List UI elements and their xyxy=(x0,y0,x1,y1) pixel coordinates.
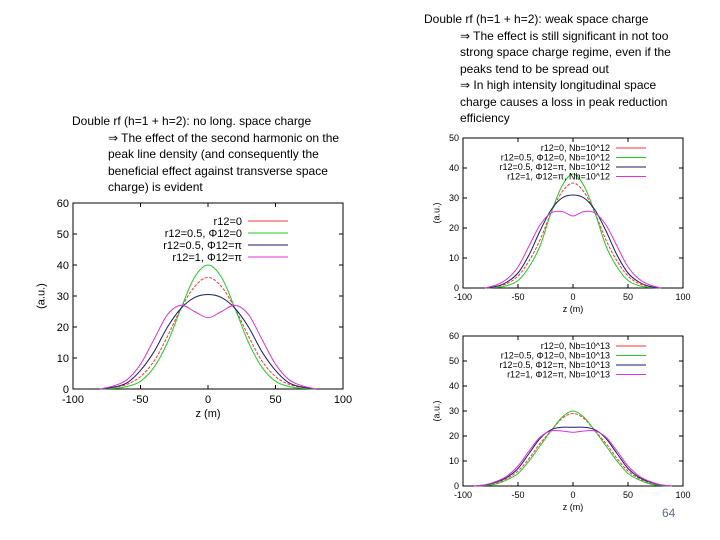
series-line xyxy=(484,182,662,289)
left-bullet: ⇒ The effect of the second harmonic on t… xyxy=(108,130,340,195)
x-tick-label: 0 xyxy=(570,490,575,500)
x-tick-label: 100 xyxy=(334,394,352,406)
x-tick-label: -100 xyxy=(454,292,472,302)
right-text-block: Double rf (h=1 + h=2): weak space charge… xyxy=(424,11,694,127)
chart-right-bottom-high-intensity: 0 10 20 30 40 50 60 -100 -50 0 50 100 z (m) (a.u.) r12… xyxy=(432,331,691,512)
y-tick-label: 20 xyxy=(449,431,459,441)
y-tick-label: 0 xyxy=(454,283,459,293)
y-tick-label: 10 xyxy=(57,353,69,365)
y-tick-label: 60 xyxy=(449,331,459,341)
series-line xyxy=(473,410,673,487)
series-line xyxy=(99,264,317,390)
x-tick-label: 50 xyxy=(623,292,633,302)
legend-label: r12=1, Φ12=π xyxy=(172,252,242,264)
x-tick-label: 0 xyxy=(570,292,575,302)
legend-label: r12=0.5, Φ12=0 xyxy=(165,228,242,240)
y-tick-label: 0 xyxy=(63,384,69,396)
y-tick-label: 50 xyxy=(449,133,459,143)
x-axis-label: z (m) xyxy=(195,408,220,420)
left-text-block: Double rf (h=1 + h=2): no long. space ch… xyxy=(72,113,362,196)
legend-label: r12=0.5, Φ12=0, Nb=10^12 xyxy=(501,153,610,163)
y-tick-label: 10 xyxy=(449,253,459,263)
x-tick-label: -100 xyxy=(454,490,472,500)
y-tick-label: 30 xyxy=(449,406,459,416)
legend-label: r12=0.5, Φ12=π, Nb=10^13 xyxy=(500,360,610,370)
series-line xyxy=(484,194,662,289)
chart-left-no-space-charge: 0 10 20 30 40 50 60 -100 -50 0 50 100 z (m) (a.u.) r12… xyxy=(35,198,352,420)
y-tick-label: 20 xyxy=(57,322,69,334)
right-bullet-1: ⇒ The effect is still significant in not… xyxy=(460,28,671,76)
legend-label: r12=0 xyxy=(214,216,242,228)
y-axis-label: (a.u.) xyxy=(432,400,442,421)
y-tick-label: 50 xyxy=(449,356,459,366)
legend-label: r12=0, Nb=10^13 xyxy=(541,341,610,351)
x-tick-label: 50 xyxy=(269,394,281,406)
y-tick-label: 60 xyxy=(57,198,69,210)
right-bullet-2: ⇒ In high intensity longitudinal space c… xyxy=(460,78,668,125)
legend-label: r12=0.5, Φ12=0, Nb=10^13 xyxy=(501,351,610,361)
x-tick-label: -50 xyxy=(511,292,524,302)
x-tick-label: -50 xyxy=(133,394,149,406)
x-tick-label: 100 xyxy=(675,490,690,500)
series-line xyxy=(484,173,662,289)
series-line xyxy=(99,293,317,390)
x-axis-label: z (m) xyxy=(563,304,584,314)
chart-right-top-weak-space-charge: 0 10 20 30 40 50 -100 -50 0 50 100 z (m) (a.u.) r12=0… xyxy=(432,133,691,314)
y-tick-label: 50 xyxy=(57,229,69,241)
y-tick-label: 0 xyxy=(454,481,459,491)
x-tick-label: 50 xyxy=(623,490,633,500)
y-axis-label: (a.u.) xyxy=(35,283,47,309)
y-tick-label: 40 xyxy=(449,163,459,173)
y-tick-label: 40 xyxy=(57,260,69,272)
y-tick-label: 30 xyxy=(449,193,459,203)
series-line xyxy=(484,210,662,289)
series-line xyxy=(99,304,317,390)
x-tick-label: 0 xyxy=(205,394,211,406)
x-axis-label: z (m) xyxy=(563,502,584,512)
legend-label: r12=0.5, Φ12=π, Nb=10^12 xyxy=(500,162,610,172)
page-number: 64 xyxy=(662,506,676,520)
x-tick-label: 100 xyxy=(675,292,690,302)
y-tick-label: 10 xyxy=(449,456,459,466)
legend-label: r12=1, Φ12=π, Nb=10^13 xyxy=(507,370,610,380)
y-axis-label: (a.u.) xyxy=(432,202,442,223)
y-tick-label: 20 xyxy=(449,223,459,233)
series-line xyxy=(473,430,673,487)
x-tick-label: -100 xyxy=(62,394,84,406)
left-heading: Double rf (h=1 + h=2): no long. space ch… xyxy=(72,114,312,128)
series-line xyxy=(473,412,673,487)
legend-label: r12=0.5, Φ12=π xyxy=(163,240,242,252)
legend-label: r12=0, Nb=10^12 xyxy=(541,143,610,153)
series-line xyxy=(99,276,317,390)
right-heading: Double rf (h=1 + h=2): weak space charge xyxy=(424,12,649,26)
y-tick-label: 30 xyxy=(57,291,69,303)
series-line xyxy=(473,426,673,487)
x-tick-label: -50 xyxy=(511,490,524,500)
y-tick-label: 40 xyxy=(449,381,459,391)
legend-label: r12=1, Φ12=π, Nb=10^12 xyxy=(507,172,610,182)
